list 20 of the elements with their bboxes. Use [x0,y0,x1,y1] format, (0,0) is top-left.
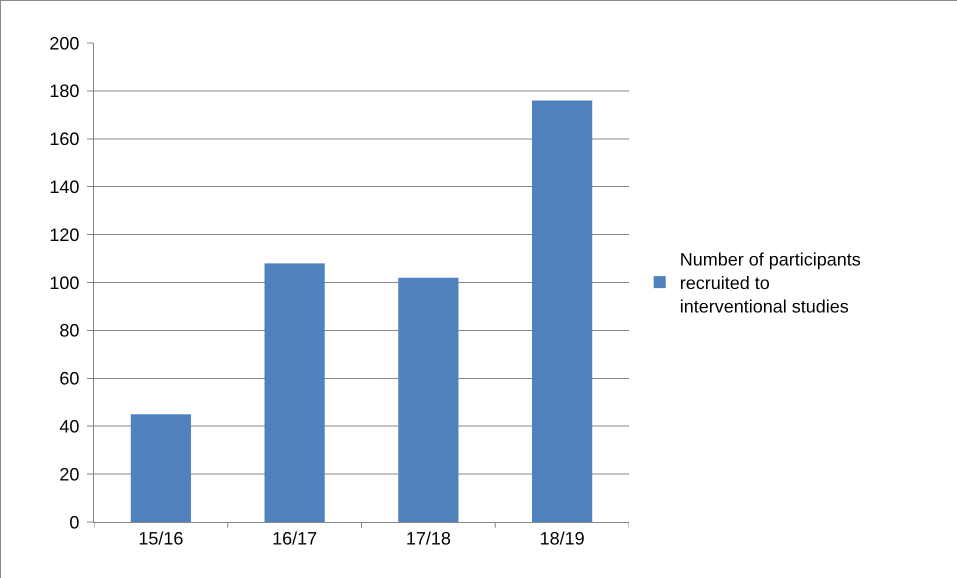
x-tick-label: 15/16 [138,528,184,549]
bar [398,278,458,522]
legend-label: Number of participants recruited to interventional studies [680,250,861,317]
bar [532,100,592,522]
x-tick-label: 18/19 [540,528,585,549]
y-tick-label: 140 [49,177,80,197]
x-tick-label: 16/17 [272,528,318,549]
y-tick-label: 20 [59,464,80,484]
y-tick-label: 100 [49,272,80,293]
y-tick-label: 200 [49,33,80,54]
y-tick-label: 40 [59,416,80,436]
y-tick-label: 180 [49,81,80,102]
y-tick-label: 0 [69,512,80,532]
bar [130,414,191,522]
bar [264,263,325,522]
y-tick-label: 60 [59,368,80,389]
x-tick-label: 17/18 [406,528,451,549]
y-tick-label: 120 [49,224,80,245]
y-tick-label: 80 [59,320,80,341]
y-tick-label: 160 [49,129,80,150]
